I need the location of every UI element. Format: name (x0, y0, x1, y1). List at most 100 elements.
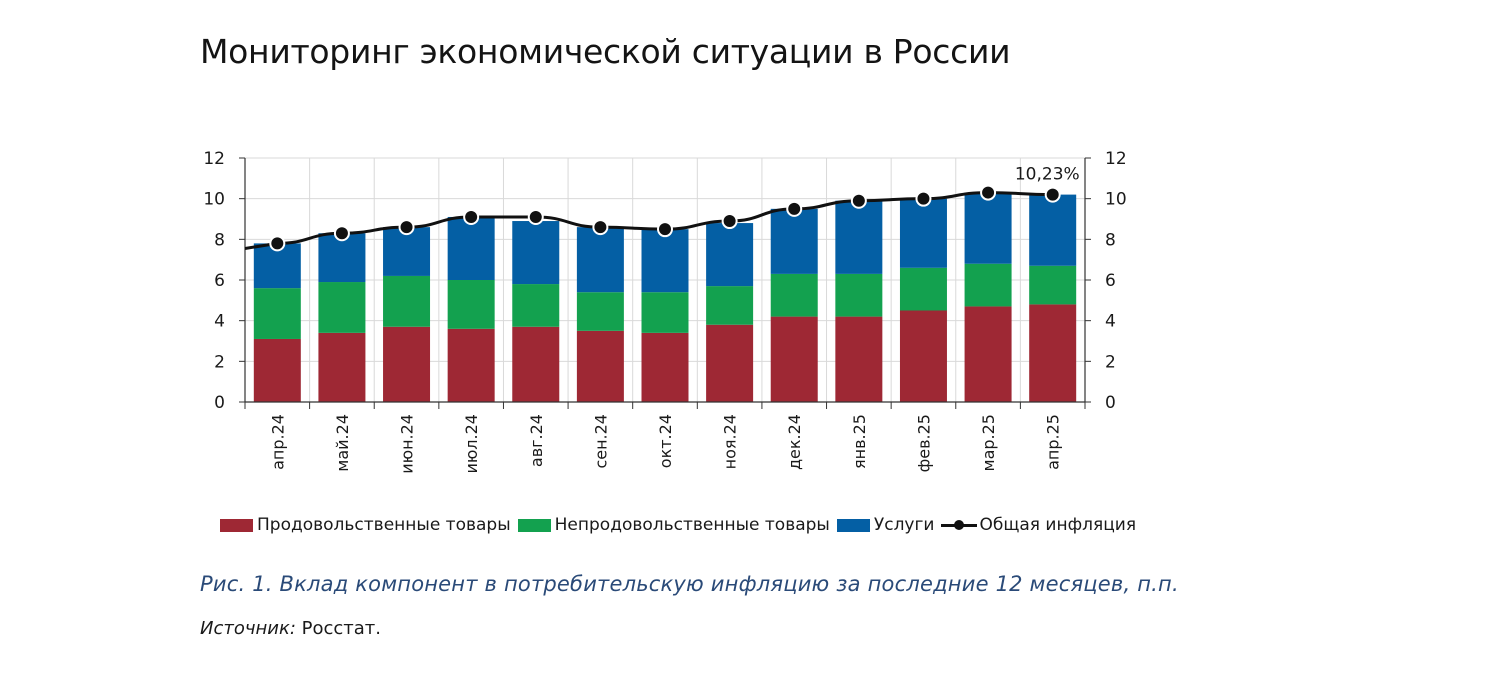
bar-segment-series-1 (1029, 304, 1077, 402)
bar-segment-series-1 (706, 324, 754, 402)
x-category-label: сен.24 (591, 414, 610, 469)
legend-item-total: Общая инфляция (941, 515, 1136, 535)
y-tick-label-right: 4 (1105, 312, 1116, 332)
y-tick-label-left: 2 (214, 352, 225, 372)
bar-segment-series-3 (383, 227, 431, 276)
bar-segment-series-1 (835, 316, 883, 402)
x-category-label: авг.24 (527, 414, 546, 467)
bar-segment-series-1 (253, 338, 301, 402)
bar-segment-series-2 (1029, 265, 1077, 305)
bar-segment-series-3 (447, 216, 495, 280)
bar-segment-series-1 (318, 332, 366, 402)
y-tick-label-right: 8 (1105, 230, 1116, 250)
x-category-label: ноя.24 (721, 414, 740, 469)
bar-segment-series-3 (835, 200, 883, 274)
bar-segment-series-2 (383, 275, 431, 327)
total-line-point (463, 208, 480, 225)
y-tick-label-right: 6 (1105, 271, 1116, 291)
total-line-point (721, 213, 738, 230)
bar-segment-series-2 (512, 284, 560, 327)
axis-labels: 0 0 2 2 4 4 6 6 8 8 10 10 12 12 10,23% апр.24 май.24 июн.… (203, 149, 1126, 474)
bar-segment-series-2 (318, 282, 366, 333)
bar-segment-series-3 (899, 198, 947, 268)
page-title: Мониторинг экономической ситуации в Росс… (200, 32, 1011, 71)
bar-segment-series-2 (899, 267, 947, 311)
bar-segment-series-2 (835, 273, 883, 317)
legend-label-services: Услуги (873, 515, 935, 535)
x-category-label: апр.25 (1044, 414, 1063, 470)
y-tick-label-left: 8 (214, 230, 225, 250)
x-category-label: апр.24 (268, 414, 287, 470)
bar-segment-series-1 (964, 306, 1012, 402)
total-line-point (850, 192, 867, 209)
bar-segment-series-1 (447, 328, 495, 402)
x-category-label: июн.24 (398, 414, 417, 474)
y-tick-label-left: 4 (214, 312, 225, 332)
y-tick-label-left: 10 (203, 190, 225, 210)
x-category-label: дек.24 (785, 414, 804, 470)
stacked-bars (253, 192, 1077, 402)
legend-item-services: Услуги (836, 515, 935, 535)
y-tick-label-left: 0 (214, 393, 225, 413)
total-line-point (657, 221, 673, 238)
y-tick-label-right: 12 (1105, 149, 1127, 169)
bar-segment-series-1 (641, 332, 689, 402)
bar-segment-series-3 (512, 221, 560, 285)
chart-legend: Продовольственные товары Непродовольстве… (220, 515, 1143, 535)
bar-segment-series-3 (641, 229, 689, 293)
bar-segment-series-1 (576, 330, 624, 402)
legend-line-marker (941, 518, 978, 532)
total-inflation-line (244, 184, 1061, 252)
legend-swatch-food (220, 518, 253, 532)
bar-segment-series-3 (706, 223, 754, 287)
legend-swatch-nonfood (517, 518, 551, 532)
axes (239, 157, 1091, 409)
bar-segment-series-3 (964, 192, 1012, 264)
y-tick-label-right: 2 (1105, 352, 1116, 372)
total-line-point (980, 184, 997, 201)
last-value-annotation: 10,23% (1015, 165, 1080, 185)
legend-item-food: Продовольственные товары (220, 515, 511, 535)
bar-segment-series-3 (576, 227, 624, 293)
bar-segment-series-2 (576, 292, 624, 331)
total-line-point (786, 200, 803, 217)
x-category-label: июл.24 (462, 414, 481, 474)
legend-swatch-services (836, 518, 870, 532)
total-line-point (1044, 186, 1061, 203)
source-note: Источник: Росстат. (200, 618, 381, 639)
bar-segment-series-2 (964, 263, 1012, 307)
total-line-point (269, 235, 286, 252)
source-label: Источник: (200, 618, 296, 639)
figure-caption: Рис. 1. Вклад компонент в потребительску… (200, 572, 1179, 596)
total-line-point (592, 219, 609, 236)
bar-segment-series-1 (770, 316, 818, 402)
legend-label-total: Общая инфляция (979, 515, 1137, 535)
total-line-point (915, 190, 932, 207)
x-category-label: мар.25 (979, 414, 998, 471)
y-tick-label-left: 6 (214, 271, 225, 291)
y-tick-label-left: 12 (203, 149, 225, 169)
total-line-point (333, 225, 350, 242)
x-category-label: окт.24 (656, 414, 675, 468)
x-category-label: май.24 (333, 414, 352, 472)
bar-segment-series-3 (1029, 194, 1077, 266)
x-category-label: фев.25 (914, 414, 933, 472)
y-tick-label-right: 0 (1105, 393, 1116, 413)
bar-segment-series-1 (899, 310, 947, 402)
legend-label-nonfood: Непродовольственные товары (554, 515, 830, 535)
bar-segment-series-1 (383, 326, 431, 402)
y-tick-label-right: 10 (1105, 190, 1127, 210)
bar-segment-series-2 (770, 273, 818, 317)
total-line-point (527, 208, 544, 225)
bar-segment-series-2 (447, 280, 495, 329)
bar-segment-series-3 (770, 208, 818, 274)
bar-segment-series-2 (253, 288, 301, 339)
legend-item-nonfood: Непродовольственные товары (517, 515, 830, 535)
total-line-point (398, 219, 415, 236)
x-category-label: янв.25 (850, 414, 869, 469)
bar-segment-series-2 (641, 292, 689, 333)
bar-segment-series-3 (318, 233, 366, 283)
legend-label-food: Продовольственные товары (257, 515, 511, 535)
bar-segment-series-2 (706, 286, 754, 325)
